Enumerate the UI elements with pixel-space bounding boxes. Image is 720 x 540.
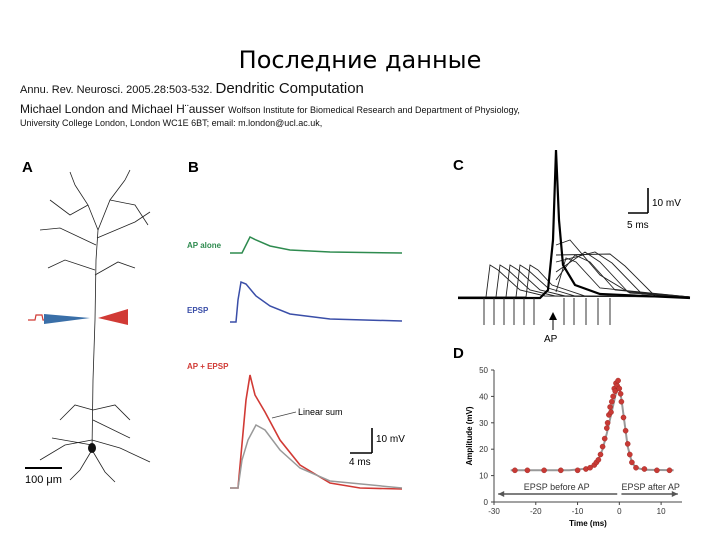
data-point: [604, 419, 611, 426]
data-point: [558, 467, 564, 474]
data-point: [599, 443, 606, 450]
authors: Michael London and Michael H¨ausser: [20, 102, 225, 116]
data-point: [627, 451, 633, 458]
data-point: [587, 464, 593, 471]
data-point: [524, 467, 531, 474]
data-point: [615, 377, 621, 384]
x-axis-label: Time (ms): [569, 519, 607, 528]
data-point: [633, 464, 639, 471]
ap-marker-label: AP: [544, 334, 558, 345]
data-point: [607, 404, 613, 410]
data-point: [620, 414, 627, 421]
scalebar-b-t-label: 4 ms: [349, 457, 371, 468]
data-point: [629, 459, 635, 466]
y-tick-label: 0: [484, 498, 489, 507]
data-point: [610, 393, 616, 400]
panel-c-ap-trace: [458, 149, 691, 300]
x-tick-label: -30: [488, 507, 500, 516]
data-point: [616, 385, 623, 392]
arrow-before-head: [498, 491, 505, 497]
label-epsp-before-ap: EPSP before AP: [524, 482, 590, 492]
panel-b-letter: B: [188, 159, 199, 176]
data-point: [512, 467, 518, 474]
x-tick-label: -10: [572, 507, 584, 516]
panel-a-letter: A: [22, 159, 33, 176]
y-axis-label: Amplitude (mV): [465, 406, 474, 465]
panel-d-letter: D: [453, 345, 464, 362]
panel-c-stim-artifacts: [483, 298, 611, 325]
y-tick-label: 50: [479, 366, 488, 375]
trace-label-ap-alone: AP alone: [187, 241, 222, 250]
data-point: [666, 467, 673, 474]
x-tick-label: -20: [530, 507, 542, 516]
affiliation-1: Wolfson Institute for Biomedical Researc…: [228, 105, 520, 115]
paper-title: Dendritic Computation: [215, 80, 364, 97]
trace-label-epsp: EPSP: [187, 306, 209, 315]
trace-epsp: [230, 280, 403, 323]
trace-ap-alone: [230, 235, 403, 254]
scalebar-a-label: 100 μm: [25, 474, 62, 486]
data-point: [609, 398, 615, 405]
x-tick-label: 0: [617, 507, 622, 516]
fit-curve: [510, 387, 674, 472]
soma: [88, 443, 96, 453]
y-tick-label: 40: [479, 392, 488, 401]
ap-arrow: [549, 312, 557, 320]
x-tick-label: 10: [657, 507, 666, 516]
affiliation-2: University College London, London WC1E 6…: [20, 118, 323, 128]
citation-line-2: Michael London and Michael H¨ausser Wolf…: [20, 102, 520, 116]
data-point: [601, 435, 608, 442]
data-point: [612, 388, 619, 394]
data-point: [595, 456, 602, 463]
y-tick-label: 20: [479, 445, 488, 454]
data-point: [622, 427, 629, 434]
data-point: [574, 467, 581, 474]
linear-sum-label: Linear sum: [298, 407, 343, 417]
data-point: [641, 466, 648, 472]
data-point: [608, 409, 614, 416]
trace-linear-sum: [230, 423, 403, 489]
panel-c-letter: C: [453, 157, 464, 174]
panel-c-traces: [458, 239, 691, 298]
scalebar-b-v-label: 10 mV: [376, 434, 405, 445]
data-point: [654, 467, 660, 474]
neuron-drawing: [39, 169, 151, 483]
citation-line-1: Annu. Rev. Neurosci. 2005.28:503-532. De…: [20, 80, 364, 97]
scalebar-c-t-label: 5 ms: [627, 220, 649, 231]
data-point: [624, 441, 631, 447]
data-point: [597, 451, 604, 458]
scalebar-c-v-label: 10 mV: [652, 198, 681, 209]
data-point: [618, 398, 625, 405]
linear-sum-pointer: [271, 411, 297, 419]
label-epsp-after-ap: EPSP after AP: [621, 482, 679, 492]
record-electrode: [98, 309, 128, 325]
journal-ref: Annu. Rev. Neurosci. 2005.28:503-532.: [20, 84, 213, 96]
y-tick-label: 30: [479, 419, 488, 428]
data-point: [604, 425, 610, 431]
y-tick-label: 10: [479, 472, 488, 481]
slide-title: Последние данные: [238, 46, 482, 74]
panel-d-chart: 0 10 20 30 40 50 -30 -20 -10 0 10 Time (ms) Amplitud…: [465, 366, 682, 528]
data-point: [617, 390, 624, 397]
trace-ap-epsp: [230, 374, 403, 490]
trace-label-ap-epsp: AP + EPSP: [187, 362, 229, 371]
arrow-after-head: [671, 491, 678, 497]
data-point: [541, 467, 547, 474]
stim-electrode: [44, 314, 90, 324]
injection-trace: [28, 314, 48, 321]
